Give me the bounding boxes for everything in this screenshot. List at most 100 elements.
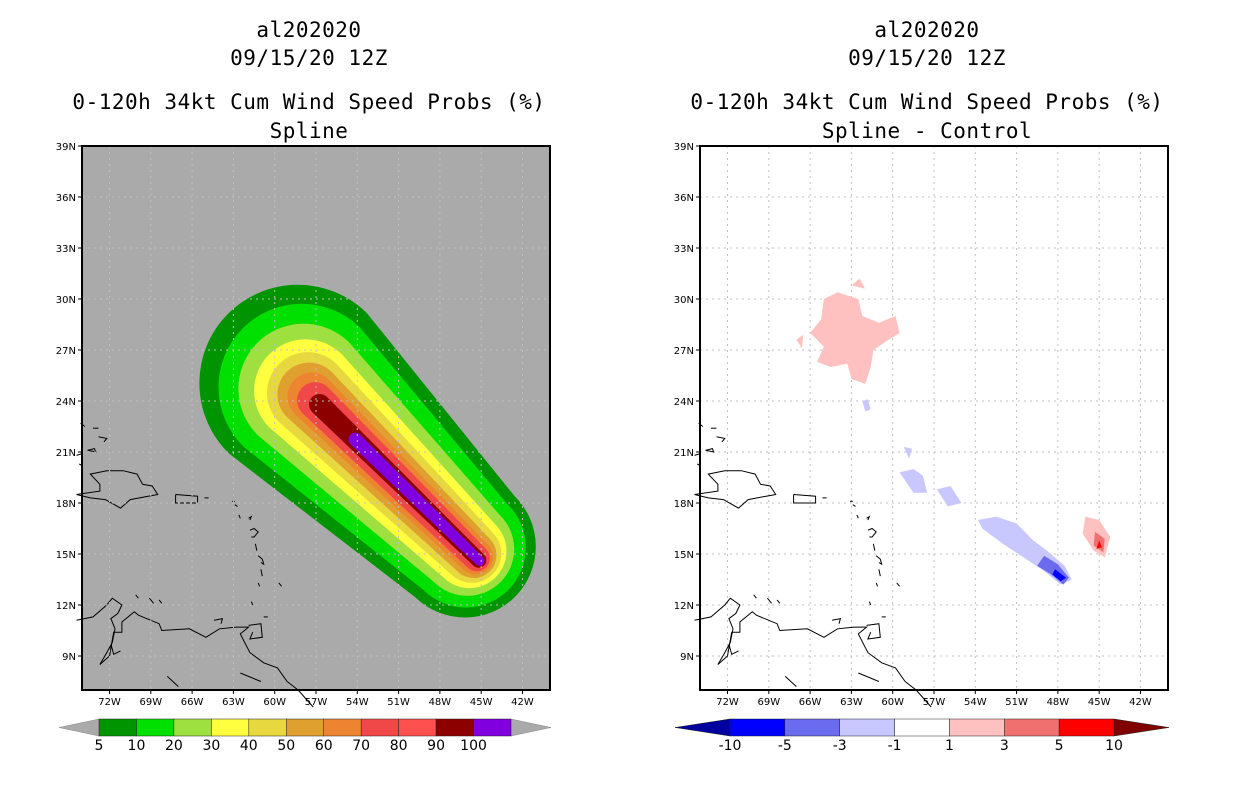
coastline [135, 594, 139, 599]
lon-tick-label: 48W [1047, 697, 1070, 708]
colorbar-label: 5 [95, 738, 104, 754]
colorbar-label: -1 [888, 738, 902, 754]
colorbar-label: 3 [1000, 738, 1009, 754]
coastline [831, 617, 842, 624]
coastline [149, 597, 154, 604]
colorbar-label: 70 [352, 738, 370, 754]
lon-tick-label: 72W [98, 697, 121, 708]
colorbar-label: 30 [202, 738, 220, 754]
colorbar-swatch [173, 718, 212, 737]
colorbar-under-triangle [58, 718, 100, 737]
coastline [248, 515, 253, 521]
datetime: 09/15/20 12Z [230, 46, 388, 70]
coastlines [76, 422, 314, 708]
lat-tick-label: 18N [674, 499, 694, 510]
coastline [866, 515, 871, 521]
lat-tick-label: 9N [62, 652, 76, 663]
lat-tick-label: 27N [56, 346, 76, 357]
colorbar-swatch [1004, 718, 1060, 737]
colorbar-swatch [473, 718, 512, 737]
gridlines [82, 145, 550, 690]
coastline [248, 623, 263, 640]
lat-tick-label: 30N [674, 295, 694, 306]
lon-tick-label: 69W [758, 697, 781, 708]
coastline [76, 597, 123, 665]
colorbar: -10 -5 -3 -1 1 3 5 10 [674, 718, 1170, 754]
colorbar-swatch [435, 718, 474, 737]
neg-blob-small-3 [862, 399, 871, 412]
colorbar-swatch [1058, 718, 1115, 737]
coastline [260, 569, 263, 577]
lat-tick-label: 18N [56, 499, 76, 510]
lon-tick-label: 63W [222, 697, 245, 708]
coastline [875, 555, 883, 566]
coastline [249, 527, 259, 538]
colorbar-swatch [136, 718, 175, 737]
pos-blob-main [810, 292, 900, 384]
colorbar-label: -5 [778, 738, 792, 754]
coastline [98, 436, 108, 443]
lat-tick-label: 24N [674, 397, 694, 408]
colorbar-swatch [398, 718, 437, 737]
colorbar-under-triangle [674, 718, 731, 737]
lat-tick-label: 9N [680, 652, 694, 663]
lon-tick-label: 45W [470, 697, 493, 708]
lat-tick-label: 21N [674, 448, 694, 459]
neg-blob-small-4 [903, 446, 912, 459]
colorbar-swatch [839, 718, 895, 737]
coastline [694, 470, 777, 509]
right-map-panel: al202020 09/15/20 12Z 0-120h 34kt Cum Wi… [618, 0, 1236, 800]
lon-tick-label: 42W [1129, 697, 1152, 708]
coastline [238, 514, 241, 519]
colorbar-swatch [286, 718, 324, 737]
coastline [878, 569, 881, 577]
neg-blob-small-2 [936, 486, 962, 507]
coastline [858, 672, 880, 682]
lat-tick-label: 21N [56, 448, 76, 459]
lat-tick-label: 12N [674, 601, 694, 612]
colorbar-label: -10 [719, 738, 742, 754]
colorbar-label: 100 [460, 738, 487, 754]
difference-map: 72W 69W 66W 63W 60W 57W 54W 51W 48W 45W 42W39N36N3… [674, 142, 1170, 754]
colorbar-swatch [784, 718, 840, 737]
lat-tick-label: 30N [56, 295, 76, 306]
gridlines [700, 145, 1168, 690]
coastlines [694, 422, 932, 708]
lat-tick-label: 15N [56, 550, 76, 561]
panel-subtitle: Spline [269, 119, 349, 143]
lon-tick-label: 48W [429, 697, 452, 708]
difference-contours [796, 278, 1111, 585]
left-map-panel: al202020 09/15/20 12Z 0-120h 34kt Cum Wi… [56, 18, 552, 754]
colorbar-swatch [729, 718, 786, 737]
coastline [240, 672, 262, 682]
coastline [852, 504, 856, 507]
coastline [705, 448, 715, 453]
lon-tick-label: 54W [964, 697, 987, 708]
colorbar-label: 80 [390, 738, 408, 754]
coastline [213, 617, 224, 624]
coastline [87, 448, 97, 453]
colorbar-over-triangle [510, 718, 552, 737]
contour-90 [348, 432, 485, 566]
colorbar-label: 10 [1105, 738, 1123, 754]
lon-tick-label: 66W [799, 697, 822, 708]
coastline [110, 643, 121, 656]
lon-tick-label: 60W [263, 697, 286, 708]
colorbar-over-triangle [1113, 718, 1170, 737]
lat-tick-label: 39N [56, 142, 76, 153]
coastline [76, 470, 159, 509]
product-title: 0-120h 34kt Cum Wind Speed Probs (%) [690, 90, 1164, 114]
lon-tick-label: 69W [140, 697, 163, 708]
coastline [767, 597, 772, 604]
lat-tick-label: 27N [674, 346, 694, 357]
coastline [257, 582, 261, 587]
coastline [158, 599, 163, 604]
colorbar-label: -3 [833, 738, 847, 754]
storm-id: al202020 [874, 18, 980, 42]
colorbar-swatch [211, 718, 250, 737]
coastline [784, 676, 797, 687]
coastline [257, 555, 265, 566]
coastline [872, 543, 876, 551]
coastline [234, 504, 238, 507]
lon-tick-label: 63W [840, 697, 863, 708]
